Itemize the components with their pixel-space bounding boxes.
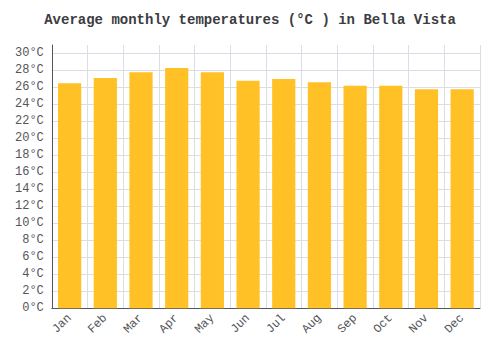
svg-text:Jul: Jul [264, 311, 289, 336]
svg-text:Feb: Feb [85, 311, 110, 336]
svg-text:Dec: Dec [442, 311, 467, 336]
svg-text:26°C: 26°C [15, 80, 44, 94]
svg-text:22°C: 22°C [15, 114, 44, 128]
svg-text:20°C: 20°C [15, 131, 44, 145]
svg-text:28°C: 28°C [15, 63, 44, 77]
svg-text:Apr: Apr [156, 311, 181, 336]
svg-text:16°C: 16°C [15, 165, 44, 179]
svg-text:Oct: Oct [371, 311, 396, 336]
svg-text:12°C: 12°C [15, 199, 44, 213]
svg-text:14°C: 14°C [15, 182, 44, 196]
svg-text:Jan: Jan [49, 311, 74, 336]
svg-text:Nov: Nov [406, 311, 431, 336]
svg-text:Aug: Aug [299, 311, 324, 336]
svg-text:May: May [192, 311, 217, 336]
svg-text:8°C: 8°C [22, 233, 44, 247]
svg-text:4°C: 4°C [22, 267, 44, 281]
svg-text:24°C: 24°C [15, 97, 44, 111]
svg-text:Average monthly temperatures (: Average monthly temperatures (°C ) in Be… [44, 12, 456, 28]
svg-text:18°C: 18°C [15, 148, 44, 162]
svg-text:0°C: 0°C [22, 301, 44, 315]
svg-text:2°C: 2°C [22, 284, 44, 298]
svg-text:6°C: 6°C [22, 250, 44, 264]
svg-text:Mar: Mar [121, 311, 146, 336]
svg-text:30°C: 30°C [15, 46, 44, 60]
svg-text:10°C: 10°C [15, 216, 44, 230]
svg-text:Jun: Jun [228, 311, 253, 336]
svg-text:Sep: Sep [335, 311, 360, 336]
